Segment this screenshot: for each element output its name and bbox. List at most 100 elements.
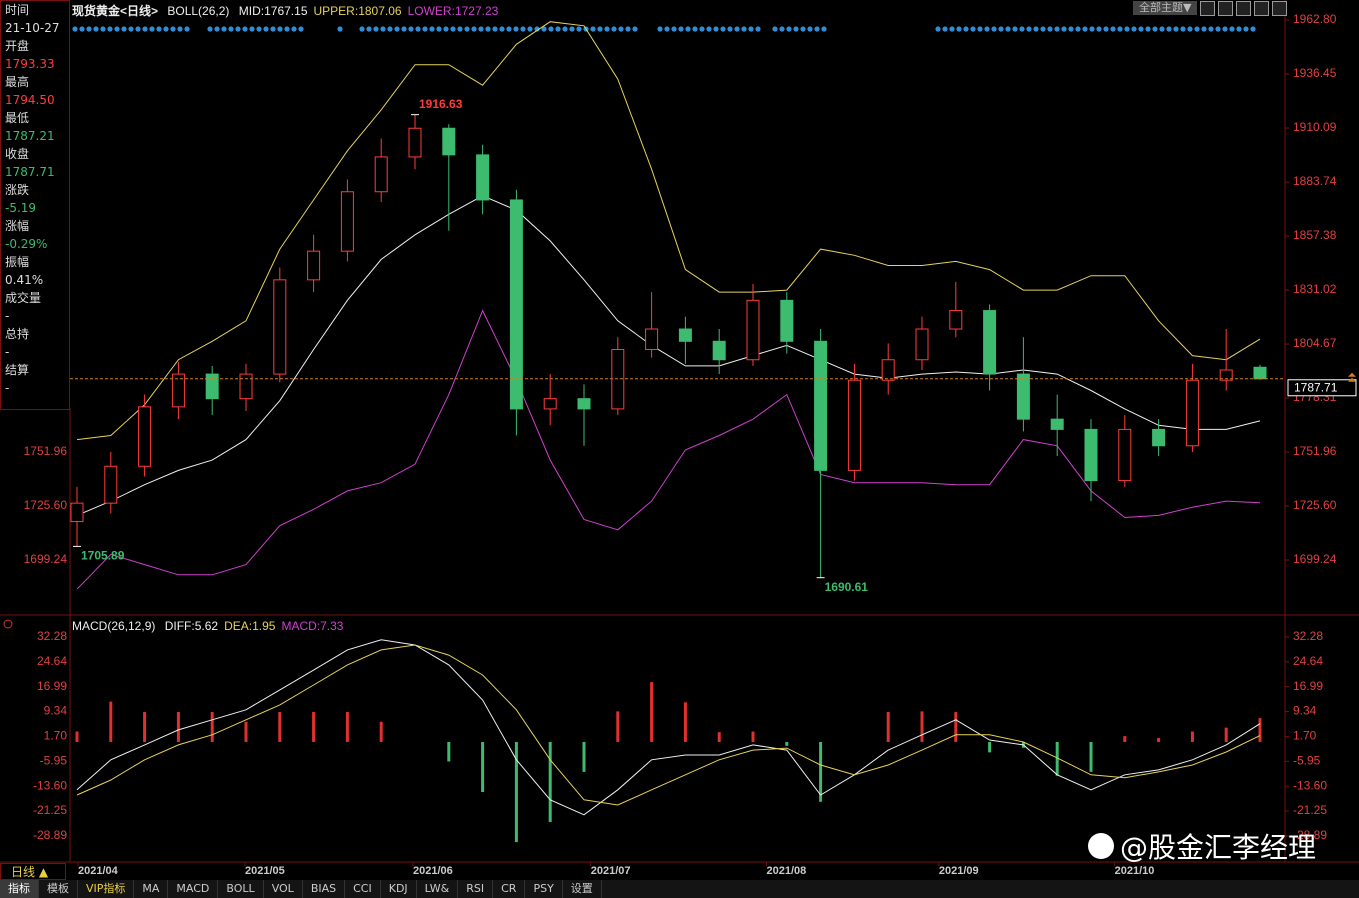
signal-dot bbox=[156, 26, 162, 32]
tab[interactable]: RSI bbox=[458, 880, 494, 898]
signal-dot bbox=[485, 26, 491, 32]
tool-icon[interactable] bbox=[1272, 1, 1288, 16]
panel-icon[interactable] bbox=[3, 619, 13, 629]
signal-dot bbox=[678, 26, 684, 32]
signal-dot bbox=[772, 26, 778, 32]
candle-body bbox=[1219, 369, 1233, 381]
signal-dot bbox=[513, 26, 519, 32]
candle-body bbox=[645, 328, 659, 350]
tab[interactable]: BOLL bbox=[218, 880, 264, 898]
y-tick-label: 32.28 bbox=[1293, 629, 1323, 643]
signal-dot bbox=[1201, 26, 1207, 32]
signal-dot bbox=[1222, 26, 1228, 32]
signal-dot bbox=[1229, 26, 1235, 32]
candle-body bbox=[1084, 428, 1098, 482]
macd-bar bbox=[954, 712, 958, 742]
y-tick-label: 1699.24 bbox=[1293, 552, 1337, 566]
last-price-label: 1787.71 bbox=[1294, 380, 1338, 394]
signal-dot bbox=[135, 26, 141, 32]
indicator-tabs: 指标 模板 VIP指标 MA MACD BOLL VOL BIAS CCI KDJ LW& RSI CR… bbox=[0, 880, 1359, 898]
tab[interactable]: KDJ bbox=[381, 880, 417, 898]
tab[interactable]: CCI bbox=[345, 880, 381, 898]
signal-dot bbox=[270, 26, 276, 32]
tool-icon[interactable] bbox=[1254, 1, 1270, 16]
x-tick-label: 2021/07 bbox=[591, 865, 631, 877]
tab[interactable]: 设置 bbox=[563, 880, 602, 898]
info-label: 最高 bbox=[5, 75, 30, 89]
signal-dot bbox=[1005, 26, 1011, 32]
legend-entry: MACD:7.33 bbox=[281, 619, 343, 633]
tab[interactable]: LW& bbox=[417, 880, 459, 898]
macd-bar bbox=[244, 721, 248, 742]
y-tick-label: 1804.67 bbox=[1293, 336, 1337, 350]
signal-dot bbox=[170, 26, 176, 32]
signal-dot bbox=[793, 26, 799, 32]
tab[interactable]: 指标 bbox=[0, 880, 39, 898]
legend-name: DIFF: bbox=[164, 619, 195, 633]
signal-dot bbox=[387, 26, 393, 32]
macd-bar bbox=[176, 712, 180, 742]
y-tick-label: -28.89 bbox=[33, 828, 67, 842]
signal-dot bbox=[1208, 26, 1214, 32]
tab[interactable]: PSY bbox=[525, 880, 563, 898]
candle-body bbox=[138, 406, 152, 467]
y-tick-label: -5.95 bbox=[1293, 753, 1321, 767]
signal-dot bbox=[821, 26, 827, 32]
signal-dot bbox=[597, 26, 603, 32]
tool-icon[interactable] bbox=[1218, 1, 1234, 16]
signal-dot bbox=[814, 26, 820, 32]
signal-dot bbox=[963, 26, 969, 32]
tab[interactable]: CR bbox=[493, 880, 526, 898]
tab[interactable]: 模板 bbox=[39, 880, 78, 898]
theme-select[interactable]: 全部主题▼ bbox=[1133, 1, 1198, 15]
legend-value: 7.33 bbox=[320, 619, 344, 633]
macd-title: MACD(26,12,9) bbox=[72, 619, 156, 633]
period-button[interactable]: 日线 ▲ bbox=[0, 863, 66, 880]
signal-dot bbox=[685, 26, 691, 32]
tab[interactable]: BIAS bbox=[303, 880, 346, 898]
macd-bar bbox=[1190, 731, 1194, 742]
y-tick-label: 1910.09 bbox=[1293, 120, 1337, 134]
macd-bar bbox=[751, 731, 755, 742]
macd-bar bbox=[514, 741, 518, 843]
info-value: -5.19 bbox=[5, 201, 37, 215]
candle-body bbox=[577, 398, 591, 410]
tool-icon[interactable] bbox=[1200, 1, 1216, 16]
info-value: 1794.50 bbox=[5, 93, 55, 107]
signal-dot bbox=[970, 26, 976, 32]
macd-line bbox=[76, 644, 1261, 806]
info-panel: 时间 21-10-27 开盘 1793.33 最高 1794.50 最低 1787.21 收盘 1… bbox=[0, 0, 70, 410]
signal-dot bbox=[380, 26, 386, 32]
macd-bar bbox=[75, 731, 79, 742]
signal-dot bbox=[1145, 26, 1151, 32]
info-label: 时间 bbox=[5, 3, 30, 17]
candle-body bbox=[104, 465, 118, 504]
macd-bar bbox=[481, 741, 485, 793]
macd-header: MACD(26,12,9) DIFF:5.62 DEA:1.95 MACD:7.33 bbox=[72, 619, 349, 633]
legend-value: 1.95 bbox=[252, 619, 276, 633]
tab[interactable]: MACD bbox=[168, 880, 219, 898]
tab[interactable]: VOL bbox=[264, 880, 303, 898]
candle-body bbox=[1152, 428, 1166, 447]
signal-dot bbox=[779, 26, 785, 32]
signal-dot bbox=[291, 26, 297, 32]
candle-body bbox=[70, 502, 84, 523]
signal-dot bbox=[359, 26, 365, 32]
signal-dot bbox=[107, 26, 113, 32]
candle-body bbox=[239, 373, 253, 400]
candle-body bbox=[509, 199, 523, 410]
signal-dot bbox=[1236, 26, 1242, 32]
tab[interactable]: MA bbox=[134, 880, 169, 898]
extreme-label: 1916.63 bbox=[419, 97, 463, 111]
main-header: 现货黄金<日线> BOLL(26,2) MID:1767.15 UPPER:180… bbox=[72, 2, 504, 19]
candle-body bbox=[1050, 418, 1064, 430]
tab[interactable]: VIP指标 bbox=[78, 880, 135, 898]
y-tick-label: 1831.02 bbox=[1293, 282, 1337, 296]
signal-dot bbox=[935, 26, 941, 32]
signal-dot bbox=[1215, 26, 1221, 32]
signal-dot bbox=[235, 26, 241, 32]
candle-body bbox=[273, 279, 287, 375]
info-label: 振幅 bbox=[5, 255, 30, 269]
tool-icon[interactable] bbox=[1236, 1, 1252, 16]
legend-name: LOWER: bbox=[407, 4, 455, 18]
